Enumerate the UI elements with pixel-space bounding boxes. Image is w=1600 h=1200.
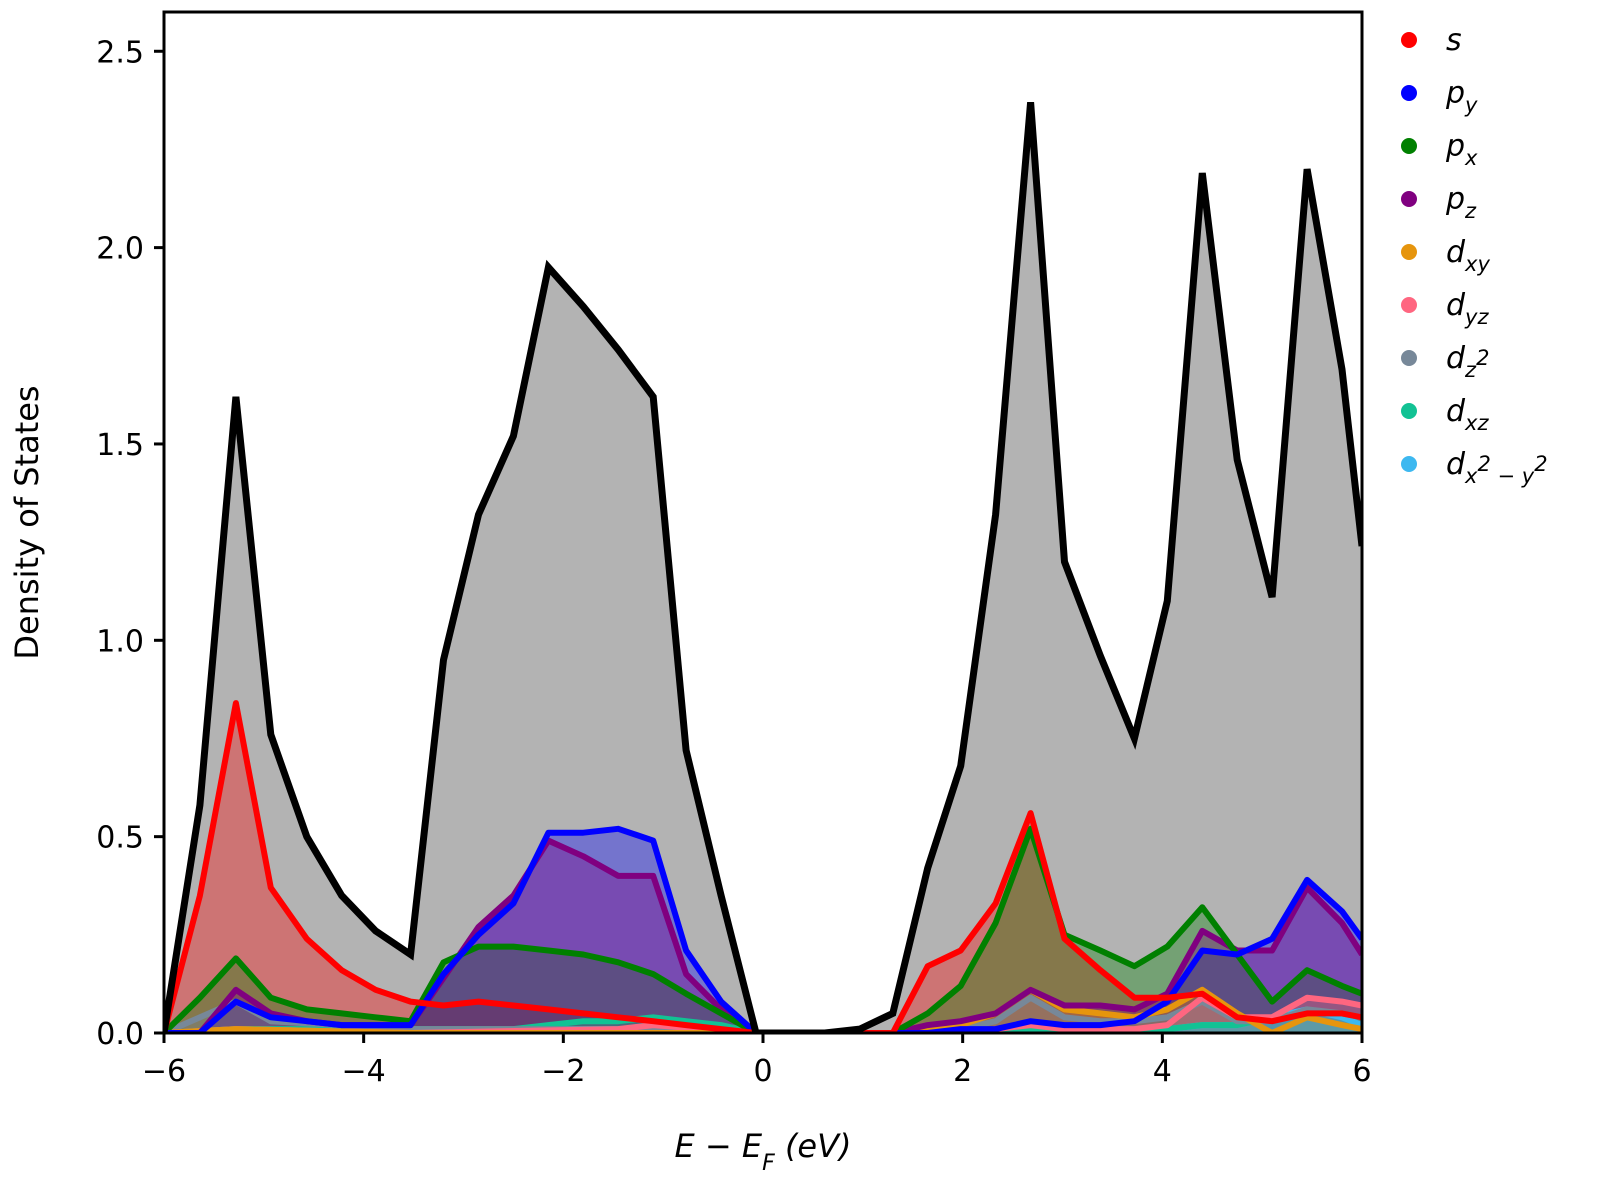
y-axis-ticks: 0.0 0.5 1.0 1.5 2.0 2.5 [96, 35, 164, 1052]
legend-item-dxz: dxz [1401, 394, 1489, 435]
legend-marker [1401, 297, 1417, 313]
legend-item-dz2: dz2 [1401, 341, 1489, 382]
y-tick-label: 0.5 [96, 821, 144, 856]
x-tick-label: 2 [953, 1054, 972, 1089]
line-total [164, 102, 1362, 1033]
legend-label: pz [1445, 182, 1477, 223]
fill-dyz [164, 997, 1362, 1033]
x-label-e: E [675, 1127, 696, 1165]
legend-label: dx2 − y2 [1446, 447, 1548, 488]
legend-item-py: py [1401, 76, 1478, 117]
legend-marker [1401, 138, 1417, 154]
x-axis-label: E − EF (eV) [675, 1127, 852, 1176]
legend-item-dxy: dxy [1401, 235, 1490, 276]
x-label-ef-sub: F [762, 1151, 775, 1176]
legend-label: dxz [1446, 394, 1489, 435]
x-tick-label: −4 [342, 1054, 386, 1089]
legend-marker [1401, 456, 1417, 472]
y-tick-label: 1.5 [96, 428, 144, 463]
x-label-minus: − [695, 1127, 742, 1165]
legend-marker [1401, 85, 1417, 101]
line-px [164, 825, 1362, 1033]
legend-label: dyz [1446, 288, 1489, 329]
legend: s py px pz dxy dyz dz2 dxz dx2 − y2 [1401, 23, 1548, 488]
legend-label: dxy [1446, 235, 1490, 276]
y-tick-label: 0.0 [96, 1017, 144, 1052]
legend-item-s: s [1401, 23, 1462, 58]
fill-s [164, 703, 1362, 1033]
y-tick-label: 1.0 [96, 624, 144, 659]
legend-item-pz: pz [1401, 182, 1477, 223]
y-axis-label: Density of States [8, 385, 46, 659]
x-label-unit: (eV) [775, 1127, 852, 1165]
x-tick-label: −6 [142, 1054, 186, 1089]
fill-py [164, 828, 1362, 1033]
legend-label: px [1445, 129, 1478, 170]
x-label-ef: E [742, 1127, 763, 1165]
x-tick-label: 6 [1352, 1054, 1371, 1089]
x-tick-label: 0 [753, 1054, 772, 1089]
line-py [164, 825, 1362, 1033]
legend-marker [1401, 403, 1417, 419]
fill-pz [164, 840, 1362, 1033]
x-axis-ticks: −6 −4 −2 0 2 4 6 [142, 1033, 1372, 1089]
line-dyz [164, 994, 1362, 1033]
line-s [164, 700, 1362, 1033]
y-tick-label: 2.0 [96, 232, 144, 267]
legend-marker [1401, 350, 1417, 366]
y-tick-label: 2.5 [96, 35, 144, 70]
fill-px [164, 828, 1362, 1033]
line-dxy [164, 986, 1362, 1033]
x-tick-label: 4 [1153, 1054, 1172, 1089]
total-fill [164, 102, 1362, 1033]
fill-dx2y2 [164, 1009, 1362, 1033]
legend-label: py [1445, 76, 1478, 117]
legend-item-dx2y2: dx2 − y2 [1401, 447, 1548, 488]
legend-marker [1401, 244, 1417, 260]
legend-item-dyz: dyz [1401, 288, 1489, 329]
legend-marker [1401, 32, 1417, 48]
legend-item-px: px [1401, 129, 1478, 170]
x-tick-label: −2 [541, 1054, 585, 1089]
legend-marker [1401, 191, 1417, 207]
series-lines [164, 102, 1362, 1033]
legend-label: s [1446, 23, 1462, 58]
legend-label: dz2 [1446, 341, 1489, 382]
